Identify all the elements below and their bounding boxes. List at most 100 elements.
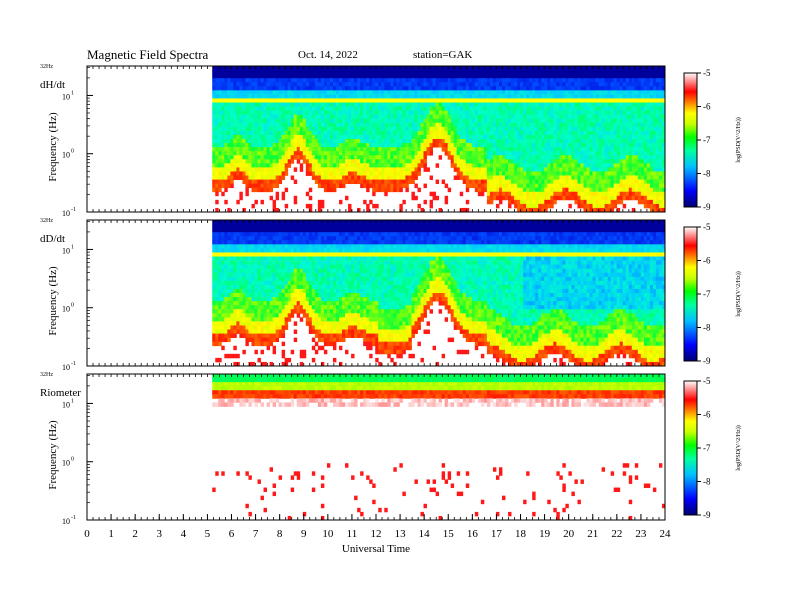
spectrogram-cell [541, 74, 545, 79]
spectrogram-cell [583, 122, 587, 128]
spectrogram-cell [643, 147, 648, 152]
spectrogram-cell [296, 159, 301, 164]
spectrogram-cell [498, 167, 503, 172]
spectrogram-cell [441, 98, 446, 103]
spectrogram-cell [562, 98, 566, 103]
spectrogram-cell [514, 134, 518, 140]
spectrogram-cell [661, 167, 666, 172]
spectrogram-cell [257, 66, 261, 71]
spectrogram-cell [468, 118, 473, 124]
spectrogram-cell [372, 159, 376, 164]
spectrogram-cell [520, 94, 524, 99]
spectrogram-cell [541, 122, 545, 128]
spectrogram-cell [269, 167, 273, 172]
spectrogram-cell [523, 78, 527, 83]
spectrogram-cell [323, 155, 328, 160]
spectrogram-cell [215, 147, 219, 152]
spectrogram-cell [643, 106, 648, 112]
spectrogram-cell [529, 106, 533, 112]
spectrogram-cell [486, 183, 491, 189]
spectrogram-cell [342, 122, 346, 128]
spectrogram-cell [221, 147, 225, 152]
spectrogram-cell [399, 98, 403, 103]
spectrogram-cell [212, 151, 216, 156]
spectrogram-cell [562, 139, 566, 144]
spectrogram-cell [637, 159, 642, 164]
spectrogram-cell [658, 143, 663, 148]
spectrogram-cell [290, 102, 295, 107]
spectrogram-cell [607, 179, 612, 185]
spectrogram-cell [480, 167, 485, 172]
spectrogram-cell [622, 195, 627, 201]
spectrogram-cell [411, 82, 415, 87]
spectrogram-cell [305, 122, 310, 128]
spectrogram-cell [462, 70, 467, 75]
spectrogram-cell [393, 183, 397, 189]
spectrogram-cell [363, 86, 367, 91]
spectrogram-cell [332, 130, 337, 136]
spectrogram-cell [326, 74, 331, 79]
spectrogram-cell [502, 167, 506, 172]
spectrogram-cell [520, 175, 524, 180]
spectrogram-cell [592, 195, 596, 201]
spectrogram-cell [272, 151, 277, 156]
spectrogram-cell [335, 66, 340, 71]
spectrogram-cell [655, 86, 660, 91]
spectrogram-cell [269, 66, 273, 71]
spectrogram-cell [257, 183, 261, 189]
spectrogram-cell [263, 94, 267, 99]
spectrogram-cell [459, 130, 464, 136]
spectrogram-cell [453, 106, 458, 112]
spectrogram-cell [227, 90, 231, 95]
spectrogram-cell [215, 187, 219, 193]
spectrogram-cell [483, 66, 488, 71]
spectrogram-cell [302, 134, 307, 140]
spectrogram-cell [462, 171, 467, 176]
spectrogram-cell [450, 82, 455, 87]
spectrogram-cell [405, 74, 409, 79]
spectrogram-cell [245, 66, 249, 71]
spectrogram-cell [550, 70, 554, 75]
spectrogram-cell [351, 82, 355, 87]
spectrogram-cell [489, 122, 494, 128]
spectrogram-cell [489, 78, 494, 83]
spectrogram-cell [541, 195, 545, 201]
spectrogram-cell [625, 134, 630, 140]
spectrogram-cell [505, 110, 509, 116]
spectrogram-cell [616, 179, 621, 185]
spectrogram-cell [245, 179, 249, 185]
spectrogram-cell [254, 118, 258, 124]
spectrogram-cell [411, 134, 415, 140]
spectrogram-cell [305, 78, 310, 83]
spectrogram-cell [541, 106, 545, 112]
spectrogram-cell [453, 167, 458, 172]
spectrogram-cell [236, 122, 240, 128]
spectrogram-cell [471, 167, 476, 172]
spectrogram-cell [239, 130, 243, 136]
spectrogram-cell [408, 163, 412, 168]
spectrogram-cell [514, 167, 518, 172]
spectrogram-cell [595, 179, 599, 185]
spectrogram-cell [655, 163, 660, 168]
spectrogram-cell [604, 74, 609, 79]
spectrogram-cell [607, 155, 612, 160]
spectrogram-cell [631, 179, 636, 185]
spectrogram-cell [568, 78, 572, 83]
spectrogram-cell [589, 183, 593, 189]
spectrogram-cell [402, 66, 406, 71]
spectrogram-cell [408, 94, 412, 99]
spectrogram-cell [441, 179, 446, 185]
spectrogram-cell [658, 66, 663, 71]
spectrogram-cell [492, 175, 497, 180]
spectrogram-cell [538, 151, 542, 156]
spectrogram-cell [459, 122, 464, 128]
spectrogram-cell [375, 86, 379, 91]
spectrogram-cell [495, 70, 500, 75]
spectrogram-cell [396, 82, 400, 87]
spectrogram-cell [215, 171, 219, 176]
spectrogram-cell [480, 82, 485, 87]
spectrogram-cell [329, 118, 334, 124]
spectrogram-cell [483, 94, 488, 99]
spectrogram-cell [649, 114, 654, 120]
